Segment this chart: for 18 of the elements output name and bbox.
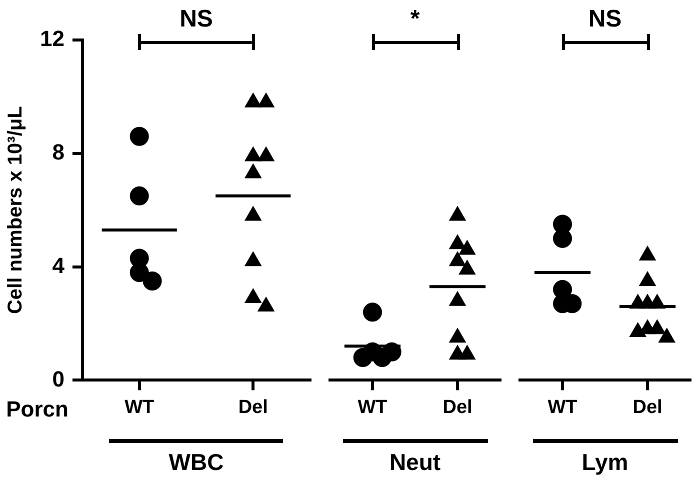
x-tick-label: Del — [238, 396, 268, 418]
x-tick-label: Del — [442, 396, 472, 418]
text: WBC — [168, 449, 225, 476]
text: NS — [588, 6, 622, 33]
y-tick-label: 12 — [40, 26, 64, 52]
x-axis-title: Porcn — [6, 396, 68, 422]
x-tick-label: Del — [632, 396, 662, 418]
text: Lym — [580, 449, 630, 476]
y-tick-label: 4 — [52, 252, 66, 278]
text: NS — [180, 6, 213, 33]
text: * — [410, 6, 420, 33]
x-tick-label: WT — [124, 396, 155, 418]
y-tick-label: 0 — [52, 366, 64, 392]
text: Neut — [388, 449, 442, 476]
x-tick-label: WT — [548, 396, 578, 418]
x-tick-label: WT — [358, 396, 388, 418]
y-axis-title: Cell numbers x 10³/μL — [4, 106, 27, 314]
y-tick-label: 8 — [52, 139, 64, 164]
